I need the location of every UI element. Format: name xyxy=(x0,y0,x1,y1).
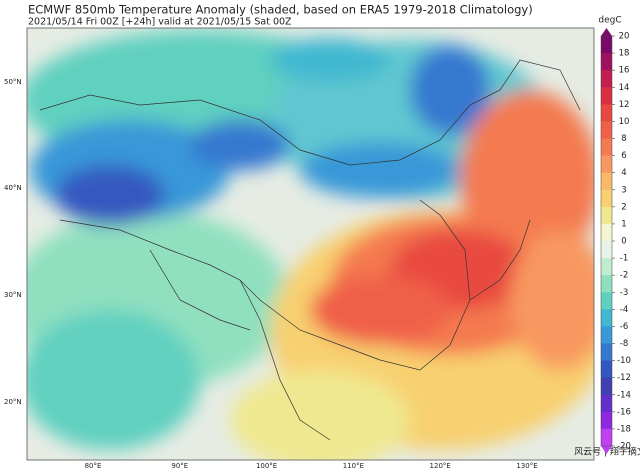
colorbar-tick-label: -16 xyxy=(617,407,631,417)
lat-label: 40°N xyxy=(4,184,22,192)
colorbar-tick-label: 10 xyxy=(619,117,630,127)
colorbar-tick-label: 6 xyxy=(621,151,626,161)
colorbar-band xyxy=(601,172,612,191)
colorbar-band xyxy=(601,155,612,174)
colorbar-band xyxy=(601,292,612,310)
colorbar-tick-label: -18 xyxy=(617,424,631,434)
colorbar-tick-label: -4 xyxy=(620,305,628,315)
colorbar-tick-label: 3 xyxy=(621,185,626,195)
lon-label: 100°E xyxy=(256,462,277,470)
colorbar-band xyxy=(601,241,612,259)
colorbar-tick-label: -6 xyxy=(620,322,628,332)
lat-label: 20°N xyxy=(4,398,22,406)
colorbar-band xyxy=(601,428,612,447)
map-area xyxy=(27,28,594,460)
borders xyxy=(39,59,581,441)
colorbar-band xyxy=(601,394,612,413)
colorbar-tick-label: -1 xyxy=(620,254,628,264)
colorbar-band xyxy=(601,104,612,122)
lat-label: 50°N xyxy=(4,78,22,86)
map-frame xyxy=(26,27,595,461)
colorbar-tick-label: 1 xyxy=(621,219,626,229)
colorbar-band xyxy=(601,275,612,293)
lon-label: 110°E xyxy=(343,462,364,470)
colorbar-tick-label: -8 xyxy=(620,339,628,349)
colorbar-tick-label: -20 xyxy=(617,442,631,452)
colorbar-tick-label: 0 xyxy=(621,237,626,247)
colorbar-label: degC xyxy=(598,16,621,26)
colorbar-band xyxy=(601,377,612,396)
title: ECMWF 850mb Temperature Anomaly (shaded,… xyxy=(28,3,533,17)
colorbar-tick-label: 20 xyxy=(619,32,630,42)
colorbar-band xyxy=(601,360,612,379)
lon-label: 80°E xyxy=(85,462,102,470)
colorbar-band xyxy=(601,206,612,225)
colorbar-tick-label: 2 xyxy=(621,202,626,212)
colorbar-tick-label: 4 xyxy=(621,168,626,178)
subtitle: 2021/05/14 Fri 00Z [+24h] valid at 2021/… xyxy=(28,17,292,28)
colorbar-arrow-bottom xyxy=(601,446,612,454)
colorbar-tick-label: 8 xyxy=(621,134,626,144)
colorbar-tick-label: -14 xyxy=(617,390,631,400)
colorbar-band xyxy=(601,70,612,88)
colorbar-band xyxy=(601,411,612,430)
colorbar-band xyxy=(601,53,612,71)
colorbar-tick-label: 18 xyxy=(619,49,630,59)
lon-label: 130°E xyxy=(516,462,537,470)
colorbar-band xyxy=(601,138,612,157)
colorbar-band xyxy=(601,189,612,208)
colorbar-tick-label: 12 xyxy=(619,100,630,110)
lon-label: 90°E xyxy=(171,462,188,470)
anomaly-shading xyxy=(27,30,594,460)
colorbar-band xyxy=(601,258,612,276)
lon-label: 120°E xyxy=(430,462,451,470)
lat-label: 30°N xyxy=(4,291,22,299)
colorbar-band xyxy=(601,121,612,139)
colorbar-band xyxy=(601,343,612,362)
colorbar-tick-label: -2 xyxy=(620,271,628,281)
colorbar-band xyxy=(601,87,612,105)
colorbar-band xyxy=(601,326,612,344)
colorbar-tick-label: 14 xyxy=(619,83,630,93)
colorbar-tick-label: -3 xyxy=(620,288,628,298)
colorbar-tick-label: -10 xyxy=(617,356,631,366)
colorbar-tick-label: -12 xyxy=(617,373,631,383)
colorbar-band xyxy=(601,36,612,54)
colorbar-band xyxy=(601,223,612,242)
colorbar-arrow-top xyxy=(601,28,612,36)
colorbar-tick-label: 16 xyxy=(619,66,630,76)
colorbar-band xyxy=(601,309,612,327)
